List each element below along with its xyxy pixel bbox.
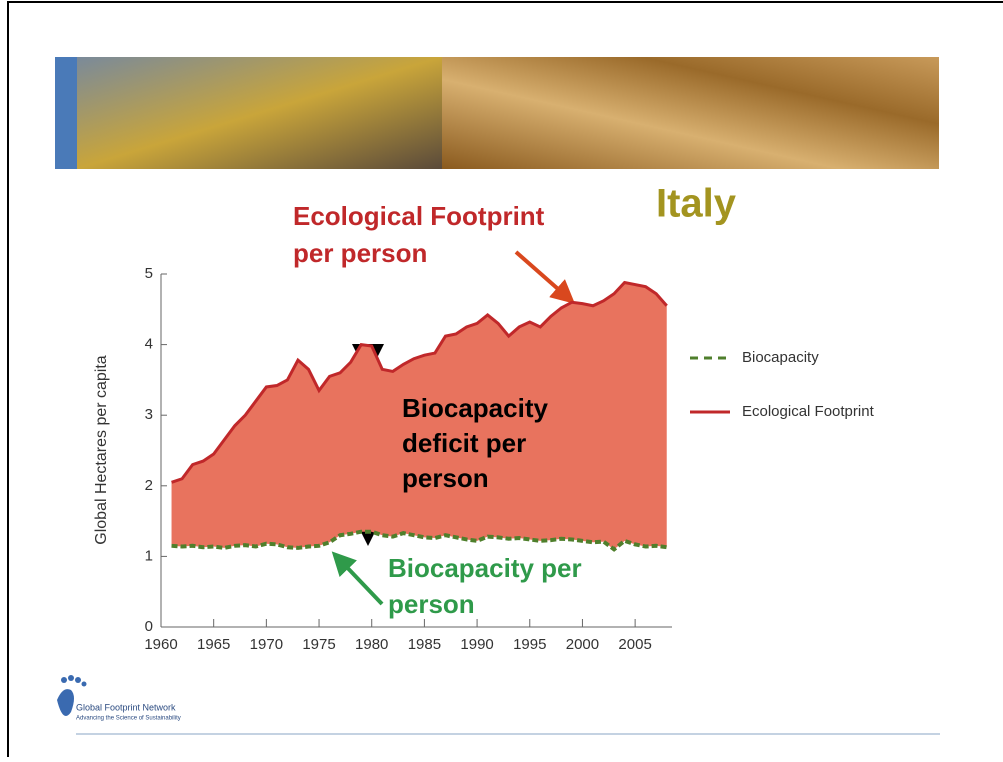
y-axis-label: Global Hectares per capita bbox=[93, 355, 110, 545]
deficit-area bbox=[171, 282, 667, 550]
y-tick-label: 4 bbox=[145, 336, 153, 353]
y-tick-label: 1 bbox=[145, 547, 153, 564]
x-tick-label: 1970 bbox=[250, 636, 283, 653]
x-tick-label: 2000 bbox=[566, 636, 599, 653]
biocapacity-annotation: person bbox=[388, 589, 475, 619]
x-tick-label: 1980 bbox=[355, 636, 388, 653]
y-tick-label: 0 bbox=[145, 618, 153, 635]
logo-tagline: Advancing the Science of Sustainability bbox=[76, 716, 181, 722]
logo-icon bbox=[57, 675, 87, 716]
series-line bbox=[171, 280, 668, 484]
y-tick-label: 5 bbox=[145, 265, 153, 282]
x-tick-label: 1985 bbox=[408, 636, 441, 653]
deficit-annotation: deficit per bbox=[402, 428, 526, 458]
y-tick-label: 2 bbox=[145, 477, 153, 494]
biocapacity-arrow bbox=[331, 551, 384, 606]
banner-image-right bbox=[442, 57, 939, 169]
legend-label: Ecological Footprint bbox=[742, 403, 875, 420]
series-line bbox=[171, 529, 667, 552]
biocapacity-annotation: Biocapacity per bbox=[388, 553, 582, 583]
x-tick-label: 1960 bbox=[144, 636, 177, 653]
deficit-annotation: Biocapacity bbox=[402, 393, 548, 423]
x-tick-label: 1965 bbox=[197, 636, 230, 653]
banner-accent bbox=[55, 57, 77, 169]
slide-border bbox=[7, 1, 1003, 762]
x-tick-label: 2005 bbox=[618, 636, 651, 653]
x-tick-label: 1995 bbox=[513, 636, 546, 653]
deficit-annotation: person bbox=[402, 463, 489, 493]
logo-name: Global Footprint Network bbox=[76, 702, 176, 712]
chart-title: Italy bbox=[656, 182, 737, 226]
y-tick-label: 3 bbox=[145, 406, 153, 423]
x-tick-label: 1990 bbox=[460, 636, 493, 653]
footprint-arrow bbox=[514, 250, 576, 304]
x-tick-label: 1975 bbox=[302, 636, 335, 653]
footprint-annotation: Ecological Footprint bbox=[293, 201, 545, 231]
footprint-annotation: per person bbox=[293, 238, 427, 268]
legend-label: Biocapacity bbox=[742, 349, 819, 366]
banner-image-left bbox=[77, 57, 442, 169]
